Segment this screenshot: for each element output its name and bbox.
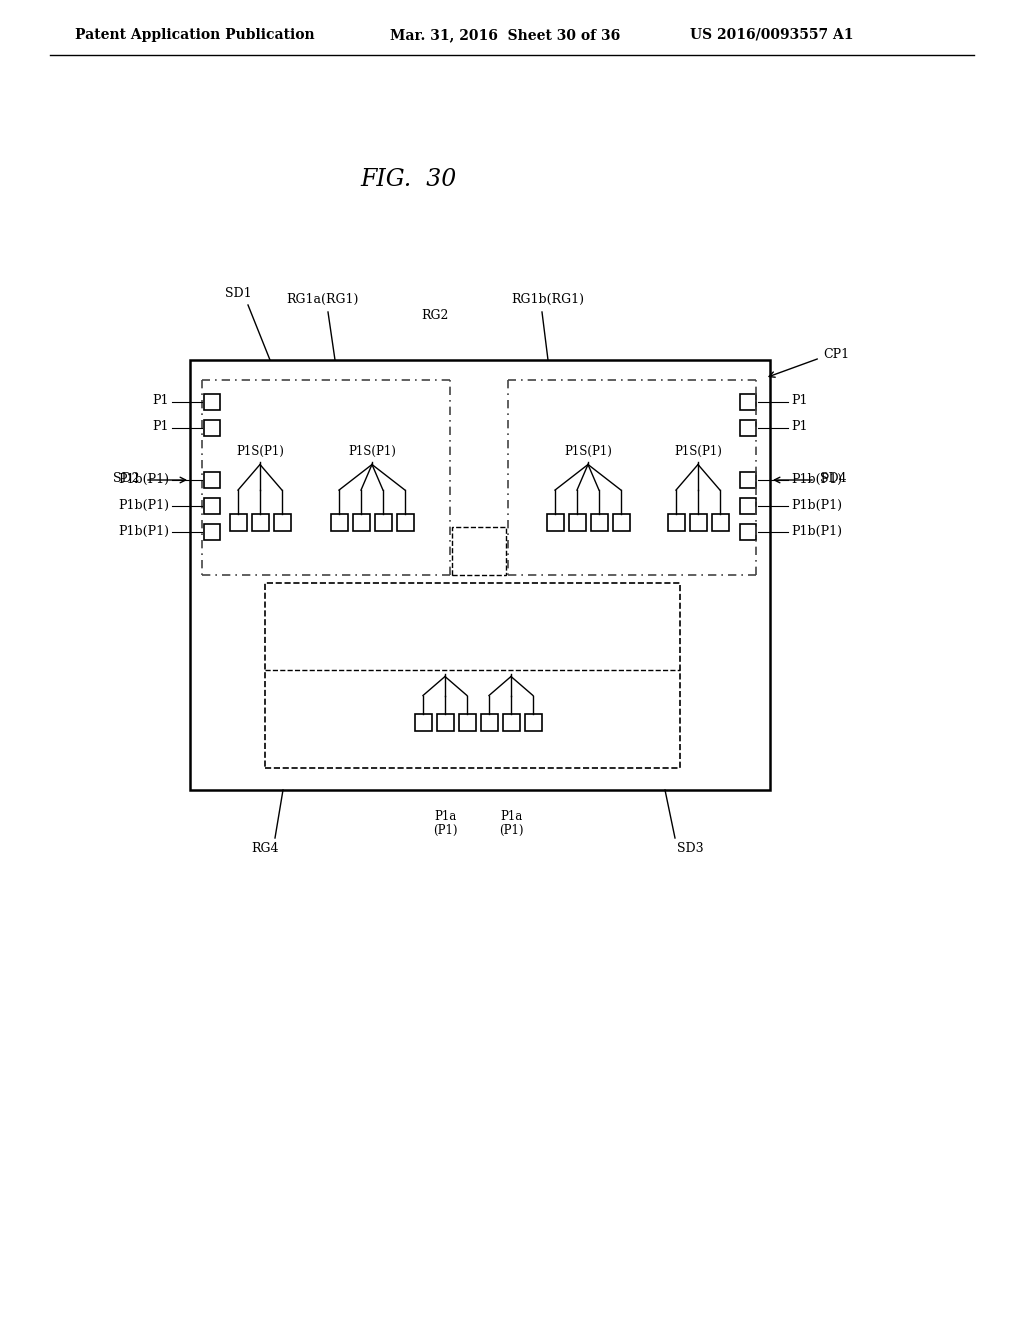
Text: P1S(P1): P1S(P1) [674,445,722,458]
Bar [547,513,563,531]
Text: P1: P1 [791,421,808,433]
Text: P1b(P1): P1b(P1) [791,473,842,486]
Text: (P1): (P1) [433,824,458,837]
Bar [352,513,370,531]
Text: P1S(P1): P1S(P1) [348,445,396,458]
Bar [252,513,268,531]
Bar [452,527,506,576]
Text: P1b(P1): P1b(P1) [791,499,842,511]
Bar [204,524,220,540]
Bar [591,513,607,531]
Bar [396,513,414,531]
Bar [740,473,756,488]
Bar [524,714,542,730]
Text: P1a: P1a [500,810,522,822]
Text: (P1): (P1) [499,824,523,837]
Text: P1b(P1): P1b(P1) [118,499,169,511]
Bar [712,513,728,531]
Text: RG4: RG4 [251,842,279,855]
Text: RG1a(RG1): RG1a(RG1) [286,293,358,306]
Text: P1b(P1): P1b(P1) [791,524,842,537]
Bar [689,513,707,531]
Text: P1: P1 [153,421,169,433]
Bar [740,420,756,436]
Bar [265,583,680,768]
Bar [190,360,770,789]
Text: SD1: SD1 [224,286,251,300]
Bar [612,513,630,531]
Bar [204,473,220,488]
Text: P1S(P1): P1S(P1) [564,445,612,458]
Bar [229,513,247,531]
Bar [503,714,519,730]
Bar [480,714,498,730]
Text: P1b(P1): P1b(P1) [118,524,169,537]
Text: SD2: SD2 [114,471,140,484]
Bar [273,513,291,531]
Bar [668,513,684,531]
Bar [740,498,756,513]
Bar [436,714,454,730]
Text: P1a: P1a [434,810,456,822]
Bar [740,524,756,540]
Text: SD4: SD4 [820,471,847,484]
Bar [740,393,756,411]
Bar [568,513,586,531]
Bar [415,714,431,730]
Bar [204,498,220,513]
Text: FIG.  30: FIG. 30 [360,169,457,191]
Bar [204,420,220,436]
Text: US 2016/0093557 A1: US 2016/0093557 A1 [690,28,853,42]
Text: Mar. 31, 2016  Sheet 30 of 36: Mar. 31, 2016 Sheet 30 of 36 [390,28,621,42]
Bar [459,714,475,730]
Text: RG1b(RG1): RG1b(RG1) [512,293,585,306]
Text: RG2: RG2 [421,309,449,322]
Text: P1S(P1): P1S(P1) [237,445,284,458]
Text: CP1: CP1 [823,348,849,362]
Text: P1: P1 [791,395,808,408]
Text: P1b(P1): P1b(P1) [118,473,169,486]
Bar [375,513,391,531]
Text: Patent Application Publication: Patent Application Publication [75,28,314,42]
Text: P1: P1 [153,395,169,408]
Bar [331,513,347,531]
Text: SD3: SD3 [677,842,703,855]
Bar [204,393,220,411]
